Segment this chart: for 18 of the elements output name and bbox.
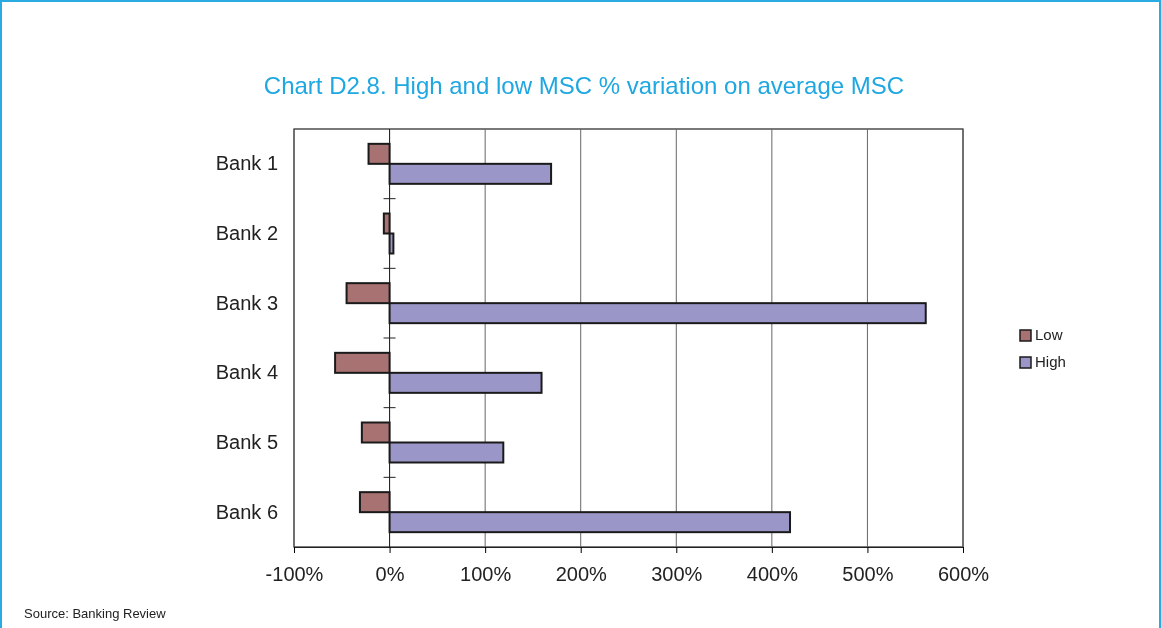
y-tick-label: Bank 1 bbox=[215, 152, 278, 175]
y-tick-label: Bank 2 bbox=[215, 221, 278, 244]
y-tick-label: Bank 3 bbox=[215, 291, 278, 314]
x-tick-label: 0% bbox=[375, 563, 405, 586]
x-tick-label: 100% bbox=[460, 563, 512, 586]
x-tick-label: 200% bbox=[555, 563, 608, 586]
x-tick-label: 500% bbox=[842, 563, 894, 586]
y-tick-label: Bank 5 bbox=[215, 430, 278, 453]
y-tick-label: Bank 6 bbox=[215, 500, 278, 523]
chart-title: Chart D2.8. High and low MSC % variation on average MSC bbox=[263, 72, 905, 99]
y-tick-label: Bank 4 bbox=[215, 361, 278, 384]
legend-label: Low bbox=[1035, 326, 1063, 343]
x-tick-label: 300% bbox=[651, 563, 703, 586]
x-tick-label: 600% bbox=[937, 563, 990, 586]
source-note: Source: Banking Review bbox=[24, 606, 167, 621]
x-tick-label: 400% bbox=[746, 563, 799, 586]
legend-label: High bbox=[1035, 353, 1066, 370]
x-tick-label: -100% bbox=[265, 563, 324, 586]
